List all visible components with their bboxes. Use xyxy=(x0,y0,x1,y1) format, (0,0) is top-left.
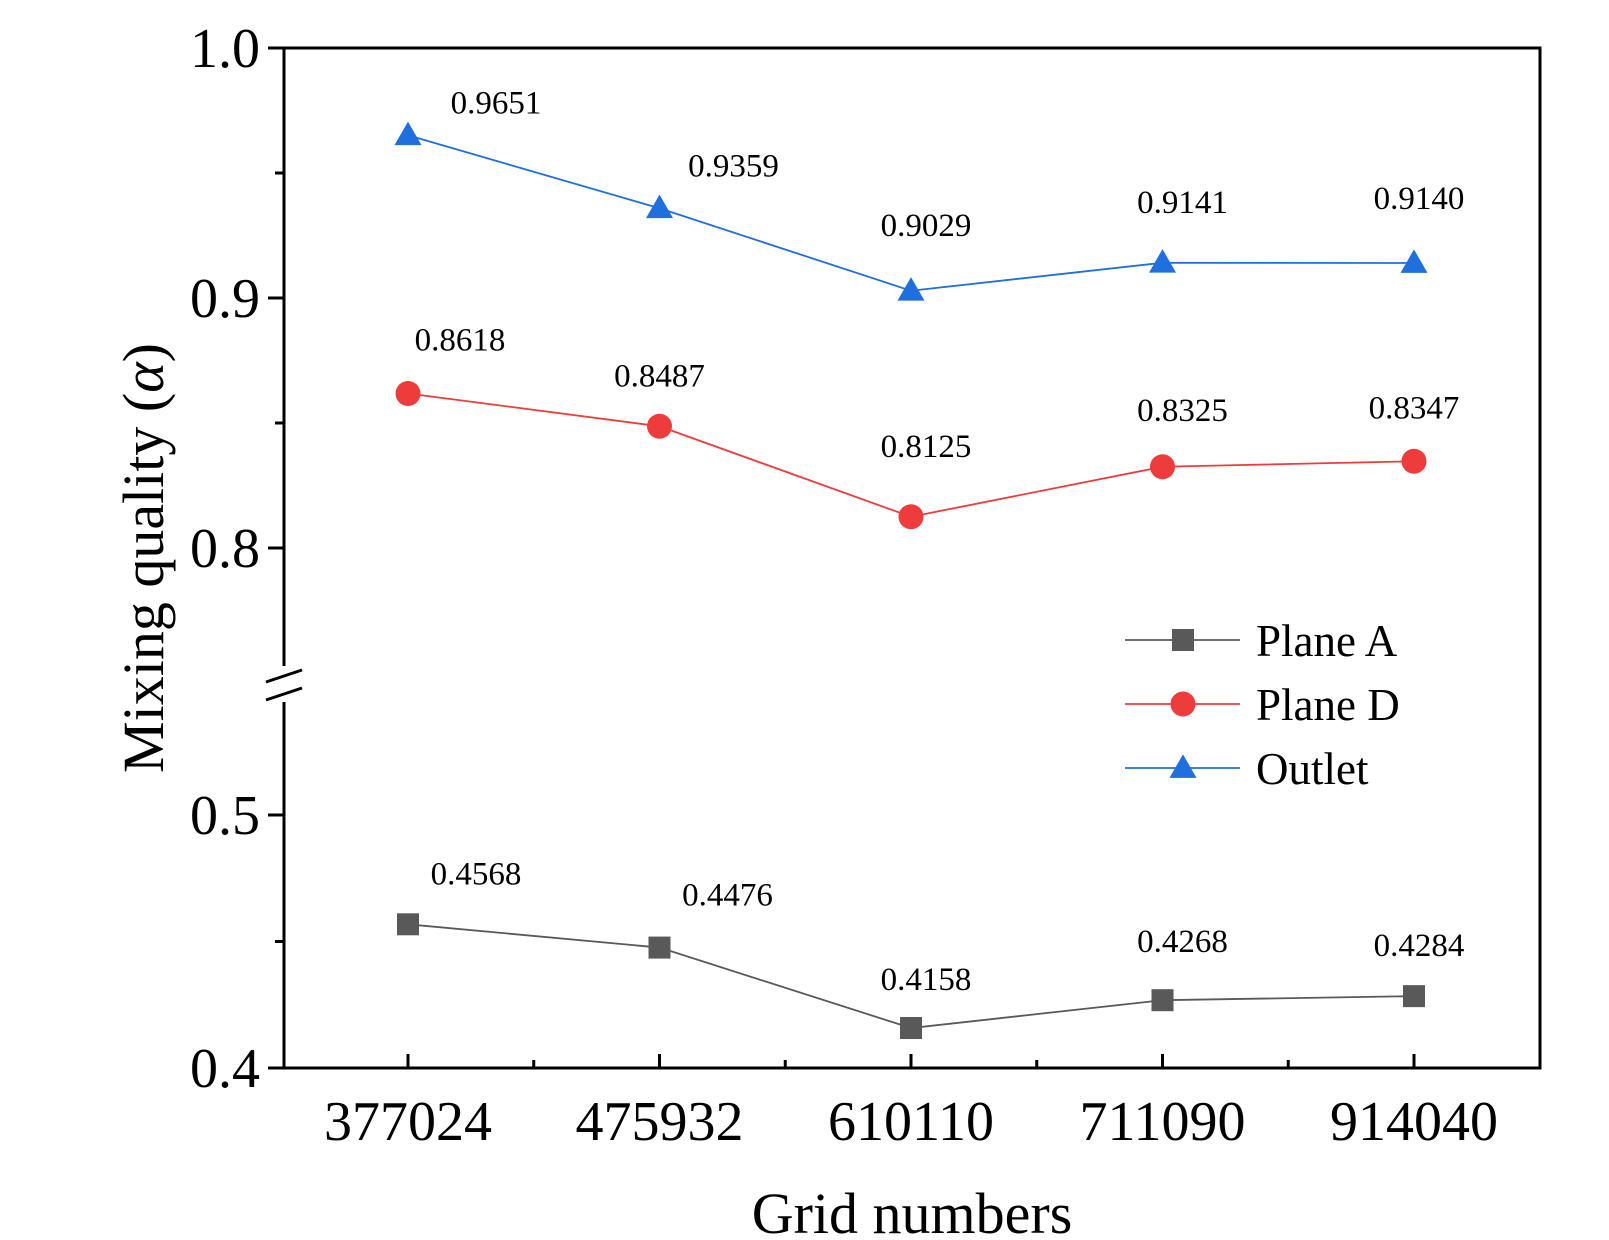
data-labels: 0.4568 0.4476 0.4158 0.4268 0.4284 0.8618 0.84… xyxy=(415,85,1465,998)
data-label: 0.4284 xyxy=(1374,928,1465,964)
x-tick-label: 914040 xyxy=(1330,1091,1498,1153)
data-label: 0.9359 xyxy=(688,148,779,184)
y-tick-label: 0.9 xyxy=(190,268,260,330)
y-tick-label: 1.0 xyxy=(190,18,260,80)
y-axis-title-prefix: Mixing quality ( xyxy=(111,393,176,773)
axes: 377024 475932 610110 711090 914040 0.4 0.5 0.8… xyxy=(190,18,1542,1153)
data-label: 0.9651 xyxy=(451,85,542,121)
data-label: 0.8347 xyxy=(1369,390,1460,426)
axis-break-slash-lower xyxy=(265,686,303,702)
data-point-square xyxy=(1151,989,1174,1012)
x-axis-ticks: 377024 475932 610110 711090 914040 xyxy=(324,1054,1498,1153)
legend-label: Outlet xyxy=(1256,744,1369,794)
legend-marker-triangle xyxy=(1169,754,1197,778)
data-point-square xyxy=(397,913,419,936)
axis-break-marker xyxy=(265,666,303,702)
y-axis-title: Mixing quality (α) xyxy=(111,343,176,773)
data-label: 0.8487 xyxy=(614,358,705,394)
data-point-triangle xyxy=(1149,249,1176,273)
x-axis-title: Grid numbers xyxy=(752,1181,1073,1240)
data-point-circle xyxy=(1150,454,1175,480)
plot-frame xyxy=(282,46,1542,1070)
legend-label: Plane D xyxy=(1256,680,1400,730)
data-point-circle xyxy=(395,381,421,406)
data-label: 0.9140 xyxy=(1374,181,1465,217)
data-point-triangle xyxy=(646,194,673,219)
data-label: 0.8125 xyxy=(881,429,972,465)
data-point-circle xyxy=(1401,448,1427,474)
data-label: 0.8618 xyxy=(415,323,506,359)
data-point-circle xyxy=(898,504,924,530)
y-axis-ticks: 0.4 0.5 0.8 0.9 1.0 xyxy=(190,18,284,1100)
data-label: 0.4476 xyxy=(682,878,773,914)
data-point-triangle xyxy=(897,277,925,301)
legend-marker-circle xyxy=(1170,691,1196,717)
legend: Plane A Plane D Outlet xyxy=(1125,616,1400,794)
data-point-triangle xyxy=(394,121,422,146)
series-lines xyxy=(407,134,1415,1029)
y-tick-label: 0.4 xyxy=(190,1038,260,1100)
y-axis-title-suffix: ) xyxy=(111,343,176,362)
data-label: 0.4268 xyxy=(1137,924,1228,960)
legend-marker-square xyxy=(1172,629,1194,651)
data-label: 0.9029 xyxy=(881,208,972,244)
data-label: 0.8325 xyxy=(1137,393,1228,429)
data-label: 0.4568 xyxy=(431,856,522,892)
x-tick-label: 711090 xyxy=(1080,1091,1246,1153)
data-point-square xyxy=(1403,985,1425,1008)
data-point-square xyxy=(900,1017,922,1040)
data-label: 0.9141 xyxy=(1137,185,1228,221)
y-tick-label: 0.5 xyxy=(190,785,260,847)
legend-label: Plane A xyxy=(1256,616,1398,666)
axis-break-slash-upper xyxy=(265,668,303,684)
data-point-triangle xyxy=(1400,249,1428,273)
series-markers xyxy=(394,121,1428,1040)
x-tick-label: 475932 xyxy=(576,1091,744,1153)
data-point-square xyxy=(648,936,671,959)
x-tick-label: 377024 xyxy=(324,1091,492,1153)
y-tick-label: 0.8 xyxy=(190,518,260,580)
y-axis-title-symbol: α xyxy=(111,361,176,393)
data-label: 0.4158 xyxy=(881,962,972,998)
x-tick-label: 610110 xyxy=(828,1091,994,1153)
data-point-circle xyxy=(647,413,672,439)
